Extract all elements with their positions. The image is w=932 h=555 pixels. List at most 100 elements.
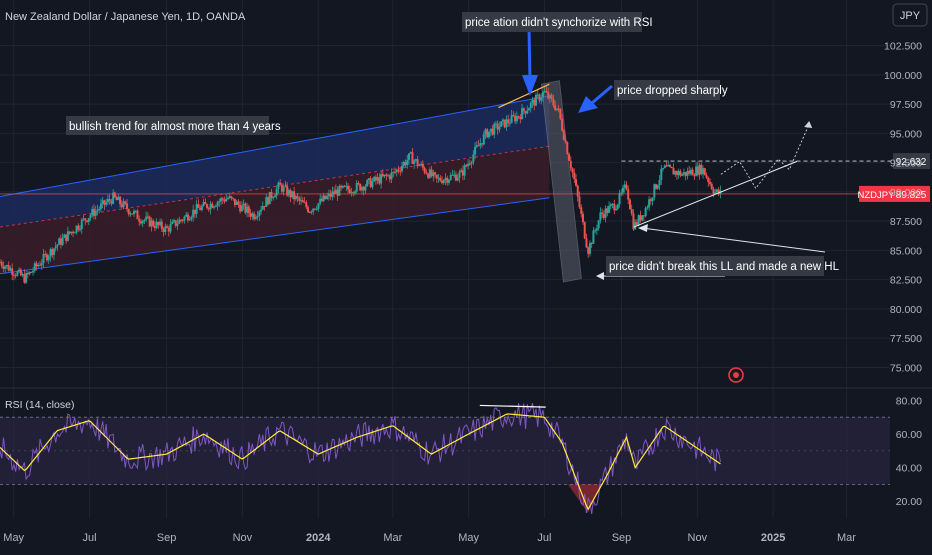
candle-body (265, 197, 268, 207)
candle-body (186, 214, 189, 221)
candle-body (714, 192, 717, 194)
candle-body (449, 175, 452, 180)
candle-body (632, 213, 635, 230)
candle-body (61, 237, 64, 245)
candle-body (360, 186, 363, 191)
candle-body (562, 130, 565, 140)
candle-body (435, 174, 438, 179)
candle-body (561, 118, 564, 131)
candle-body (37, 264, 40, 267)
price-tick-label: 80.000 (890, 304, 922, 316)
candle-body (656, 185, 659, 189)
candle-body (63, 234, 66, 238)
candle-body (347, 185, 350, 190)
candle-body (195, 204, 198, 214)
candle-body (275, 188, 278, 196)
candle-body (300, 200, 303, 202)
candle-body (367, 178, 370, 181)
candle-body (488, 131, 491, 138)
candle-body (522, 108, 525, 112)
candle-body (153, 225, 156, 228)
candle-body (625, 184, 628, 190)
candle-body (87, 218, 90, 222)
currency-button-label: JPY (900, 10, 921, 22)
candle-body (59, 238, 62, 245)
candle-body (19, 269, 22, 276)
candle-body (634, 222, 637, 230)
candle-body (712, 189, 715, 194)
candle-body (427, 173, 430, 178)
candle-body (249, 213, 252, 217)
candle-body (552, 98, 555, 106)
candle-body (345, 185, 348, 187)
candle-body (388, 175, 391, 180)
price-tick-label: 82.500 (890, 275, 922, 287)
candle-body (695, 166, 698, 176)
candlestick-series (0, 86, 722, 284)
time-tick-label: 2025 (761, 532, 785, 544)
candle-body (343, 185, 346, 187)
time-tick-label: Jul (82, 532, 96, 544)
candle-body (0, 262, 1, 264)
candle-body (496, 123, 499, 130)
candle-body (548, 95, 551, 99)
candle-body (301, 200, 304, 203)
candle-body (273, 195, 276, 198)
candle-body (604, 208, 607, 218)
dropped-annotation[interactable]: price dropped sharply (614, 80, 728, 100)
candle-body (709, 182, 712, 184)
candle-body (568, 154, 571, 161)
candle-body (590, 243, 593, 245)
candle-body (559, 108, 562, 119)
candle-body (359, 183, 362, 191)
candle-body (169, 223, 172, 232)
candle-body (148, 216, 151, 227)
candle-body (108, 198, 111, 201)
candle-body (260, 209, 263, 212)
candle-body (554, 105, 557, 110)
candle-body (303, 202, 306, 204)
candle-body (233, 198, 236, 206)
currency-button[interactable]: JPY (892, 3, 928, 27)
price-tick-label: 85.000 (890, 245, 922, 257)
time-tick-label: Sep (157, 532, 177, 544)
hl-annotation[interactable]: price didn't break this LL and made a ne… (606, 256, 840, 276)
candle-body (575, 179, 578, 186)
candle-body (465, 165, 468, 167)
candle-body (225, 198, 228, 202)
divergence-arrow-head (522, 75, 538, 96)
candle-body (272, 197, 275, 199)
candle-body (237, 201, 240, 206)
candle-body (162, 229, 165, 233)
candle-body (684, 172, 687, 176)
candle-body (143, 219, 146, 221)
ll-pointer-arrowhead (596, 272, 604, 280)
candle-body (242, 203, 245, 206)
candle-body (421, 163, 424, 168)
candle-body (113, 192, 116, 198)
candle-body (240, 205, 243, 212)
rsi-divergence-annotation[interactable]: price ation didn't synchorize with RSI (462, 12, 653, 32)
candle-body (232, 197, 235, 199)
alert-icon[interactable] (728, 367, 744, 383)
candle-body (145, 216, 148, 220)
candle-body (674, 171, 677, 175)
candle-body (453, 174, 456, 176)
candle-body (315, 208, 318, 210)
bullish-annotation[interactable]: bullish trend for almost more than 4 yea… (66, 116, 281, 135)
candle-body (185, 214, 188, 217)
time-tick-label: Mar (383, 532, 402, 544)
candle-body (319, 198, 322, 204)
candle-body (458, 172, 461, 178)
drop-arrow-head (578, 96, 598, 113)
candle-body (467, 163, 470, 167)
candle-body (381, 174, 384, 177)
candle-body (484, 129, 487, 135)
candle-body (454, 174, 457, 181)
candle-body (209, 203, 212, 210)
candle-body (670, 166, 673, 169)
candle-body (397, 169, 400, 171)
candle-body (547, 92, 550, 99)
price-tick-label: 87.500 (890, 216, 922, 228)
